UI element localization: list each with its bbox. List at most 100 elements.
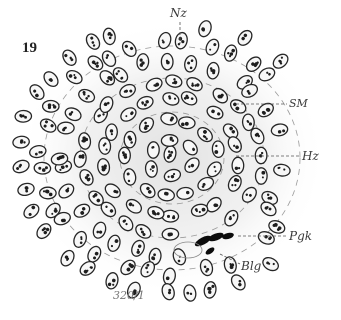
cell-nucleus <box>211 140 225 159</box>
cell-nucleus <box>180 91 198 106</box>
cell-nucleus <box>177 116 196 130</box>
cell-nucleus <box>136 53 150 71</box>
cell-nucleus <box>104 183 121 199</box>
cell-nucleus <box>138 117 155 133</box>
cell-nucleus <box>87 55 104 71</box>
cell-nuclei <box>12 20 291 302</box>
cell-nucleus <box>79 169 94 186</box>
cell-nucleus <box>273 163 291 177</box>
cell-nucleus <box>184 55 198 73</box>
cell-nucleus <box>60 249 75 267</box>
cell-nucleus <box>98 137 112 155</box>
cell-nucleus <box>157 188 175 202</box>
cell-nucleus <box>139 182 156 199</box>
cell-nucleus <box>131 239 145 257</box>
cell-nucleus <box>57 121 75 135</box>
cell-nucleus <box>270 123 289 137</box>
cell-nucleus <box>73 203 91 218</box>
cell-nucleus <box>160 112 178 126</box>
cell-nucleus <box>212 87 229 104</box>
cell-nucleus <box>112 67 129 83</box>
label-sm: SM <box>289 97 308 110</box>
cell-nucleus <box>258 67 276 82</box>
cell-nucleus <box>146 141 160 159</box>
cell-nucleus <box>229 99 247 114</box>
cell-nucleus <box>121 40 137 58</box>
cell-nucleus <box>92 221 107 239</box>
cell-nucleus <box>102 27 116 46</box>
cell-nucleus <box>160 52 174 71</box>
cell-nucleus <box>250 127 265 145</box>
cell-nucleus <box>223 256 237 274</box>
cell-nucleus <box>254 146 268 165</box>
cell-nucleus <box>205 38 220 56</box>
cell-nucleus <box>79 260 96 276</box>
cell-nucleus <box>123 130 137 149</box>
cell-nucleus <box>160 134 179 147</box>
cell-nucleus <box>58 183 75 199</box>
cell-nucleus <box>197 127 213 143</box>
cell-nucleus <box>231 156 245 175</box>
cell-nucleus <box>241 83 259 98</box>
cell-nucleus <box>186 77 203 92</box>
pigment-cells <box>173 232 234 259</box>
cell-nucleus <box>148 247 162 266</box>
cell-nucleus <box>29 145 47 159</box>
cell-nucleus <box>78 132 92 150</box>
cell-nucleus <box>101 50 117 67</box>
cell-nucleus <box>161 209 180 223</box>
cell-nucleus <box>45 202 61 219</box>
cell-nucleus <box>23 203 40 219</box>
cell-nucleus <box>203 281 217 299</box>
cell-nucleus <box>65 69 83 85</box>
cell-nucleus <box>118 215 134 232</box>
cell-nucleus <box>54 160 73 174</box>
cell-nucleus <box>206 105 224 120</box>
cell-nucleus <box>39 118 57 133</box>
pigment-granule <box>222 232 234 240</box>
cell-nucleus <box>123 168 137 186</box>
pigment-granule <box>208 232 224 242</box>
cell-nucleus <box>33 161 52 175</box>
cell-nucleus <box>120 259 136 276</box>
cell-nucleus <box>260 201 277 217</box>
cell-nucleus <box>119 83 136 99</box>
cell-nucleus <box>85 33 101 50</box>
cell-nucleus <box>53 211 71 226</box>
cell-nucleus <box>222 123 239 139</box>
cell-nucleus <box>241 186 257 203</box>
cell-nucleus <box>147 205 165 220</box>
cell-nucleus <box>107 234 121 252</box>
cell-nucleus <box>176 186 194 200</box>
label-pgk: Pgk <box>289 229 313 243</box>
cell-nucleus <box>161 227 180 241</box>
cell-nucleus <box>12 135 30 149</box>
label-hz: Hz <box>302 149 319 163</box>
cell-nucleus <box>145 77 163 92</box>
label-leader-lines <box>179 22 300 265</box>
cell-nucleus <box>254 167 268 185</box>
label-nz: Nz <box>170 6 187 20</box>
cell-nucleus <box>105 123 118 142</box>
cell-nucleus <box>140 261 156 278</box>
cell-nucleus <box>172 248 187 266</box>
cell-nucleus <box>206 161 222 178</box>
pigment-granule <box>194 235 212 247</box>
cell-nucleus <box>241 113 255 132</box>
cell-nucleus <box>198 20 212 38</box>
cell-nucleus <box>223 44 238 62</box>
cell-nucleus <box>163 145 177 163</box>
cell-nucleus <box>29 84 45 101</box>
cell-nucleus <box>118 146 131 165</box>
cell-nucleus <box>199 258 214 277</box>
cell-nucleus <box>206 61 220 80</box>
cell-nucleus <box>224 209 239 227</box>
cell-nucleus <box>261 190 279 206</box>
cell-nucleus <box>43 71 59 88</box>
cell-nucleus <box>120 107 137 122</box>
cell-nucleus <box>73 230 87 248</box>
cell-nucleus <box>73 150 87 168</box>
cell-nucleus <box>17 182 35 197</box>
cell-nucleus <box>227 174 242 192</box>
